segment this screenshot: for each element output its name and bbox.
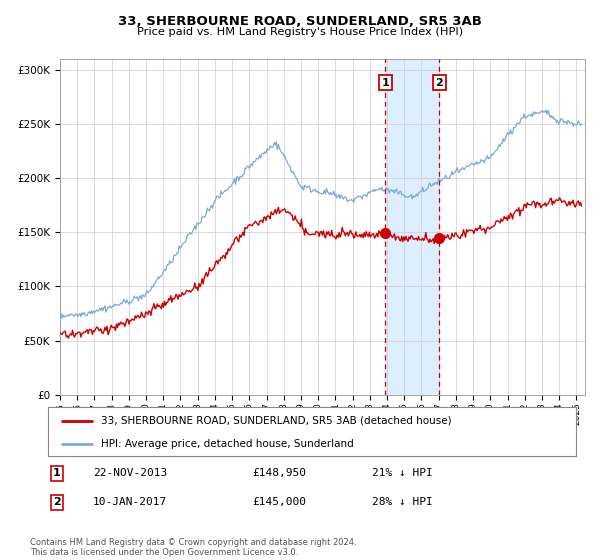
Text: 1: 1 <box>53 468 61 478</box>
Text: 33, SHERBOURNE ROAD, SUNDERLAND, SR5 3AB: 33, SHERBOURNE ROAD, SUNDERLAND, SR5 3AB <box>118 15 482 27</box>
Text: 2: 2 <box>53 497 61 507</box>
Text: £148,950: £148,950 <box>252 468 306 478</box>
Text: 1: 1 <box>382 78 389 88</box>
Text: 10-JAN-2017: 10-JAN-2017 <box>93 497 167 507</box>
Text: 2: 2 <box>436 78 443 88</box>
Text: Price paid vs. HM Land Registry's House Price Index (HPI): Price paid vs. HM Land Registry's House … <box>137 27 463 37</box>
Text: 33, SHERBOURNE ROAD, SUNDERLAND, SR5 3AB (detached house): 33, SHERBOURNE ROAD, SUNDERLAND, SR5 3AB… <box>101 416 451 426</box>
Bar <box>385 59 439 395</box>
Text: 28% ↓ HPI: 28% ↓ HPI <box>372 497 433 507</box>
Text: £145,000: £145,000 <box>252 497 306 507</box>
Text: 22-NOV-2013: 22-NOV-2013 <box>93 468 167 478</box>
Text: HPI: Average price, detached house, Sunderland: HPI: Average price, detached house, Sund… <box>101 439 353 449</box>
Text: 21% ↓ HPI: 21% ↓ HPI <box>372 468 433 478</box>
Text: Contains HM Land Registry data © Crown copyright and database right 2024.
This d: Contains HM Land Registry data © Crown c… <box>30 538 356 557</box>
